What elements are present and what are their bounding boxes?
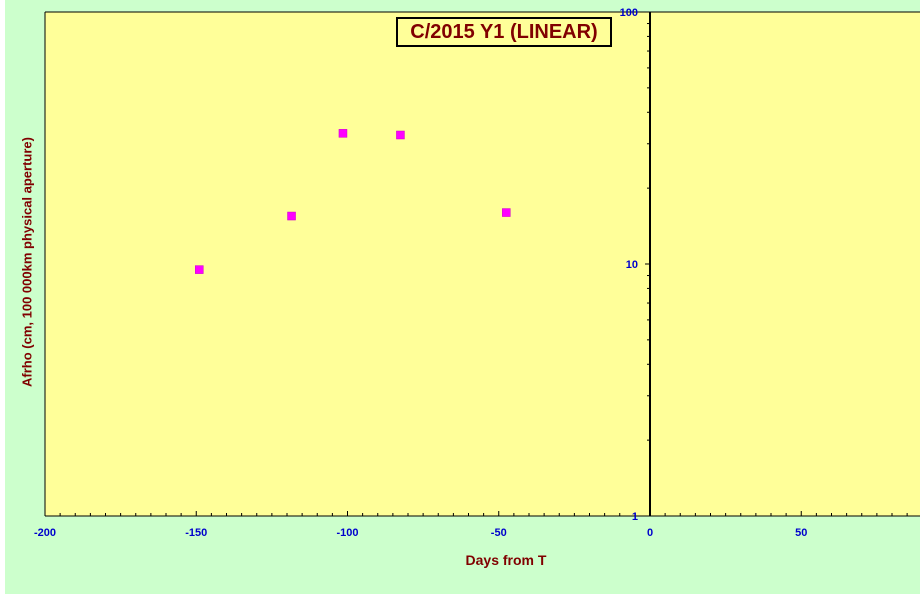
plot-area xyxy=(45,12,920,516)
x-tick-label: -50 xyxy=(491,527,507,539)
y-axis-label: Afrho (cm, 100 000km physical aperture) xyxy=(19,137,35,387)
data-point-marker xyxy=(195,265,204,274)
x-tick-label: 0 xyxy=(647,527,653,539)
data-point-marker xyxy=(396,130,405,140)
x-tick-label: -150 xyxy=(185,527,207,539)
chart-area: -200 -150 -100 -50 0 50 1 10 100 xyxy=(5,0,920,594)
y-tick-label: 1 xyxy=(632,511,638,523)
chart-svg: -200 -150 -100 -50 0 50 1 10 100 xyxy=(34,7,920,539)
data-point-marker xyxy=(502,208,511,217)
chart-title: C/2015 Y1 (LINEAR) xyxy=(396,17,612,47)
data-point-marker xyxy=(287,211,296,221)
x-axis-label: Days from T xyxy=(465,552,547,568)
data-point-marker xyxy=(338,129,348,138)
x-tick-label: -100 xyxy=(336,527,358,539)
y-tick-label: 10 xyxy=(626,259,638,271)
y-tick-label: 100 xyxy=(620,7,638,19)
x-tick-label: -200 xyxy=(34,527,56,539)
x-tick-label: 50 xyxy=(795,527,807,539)
